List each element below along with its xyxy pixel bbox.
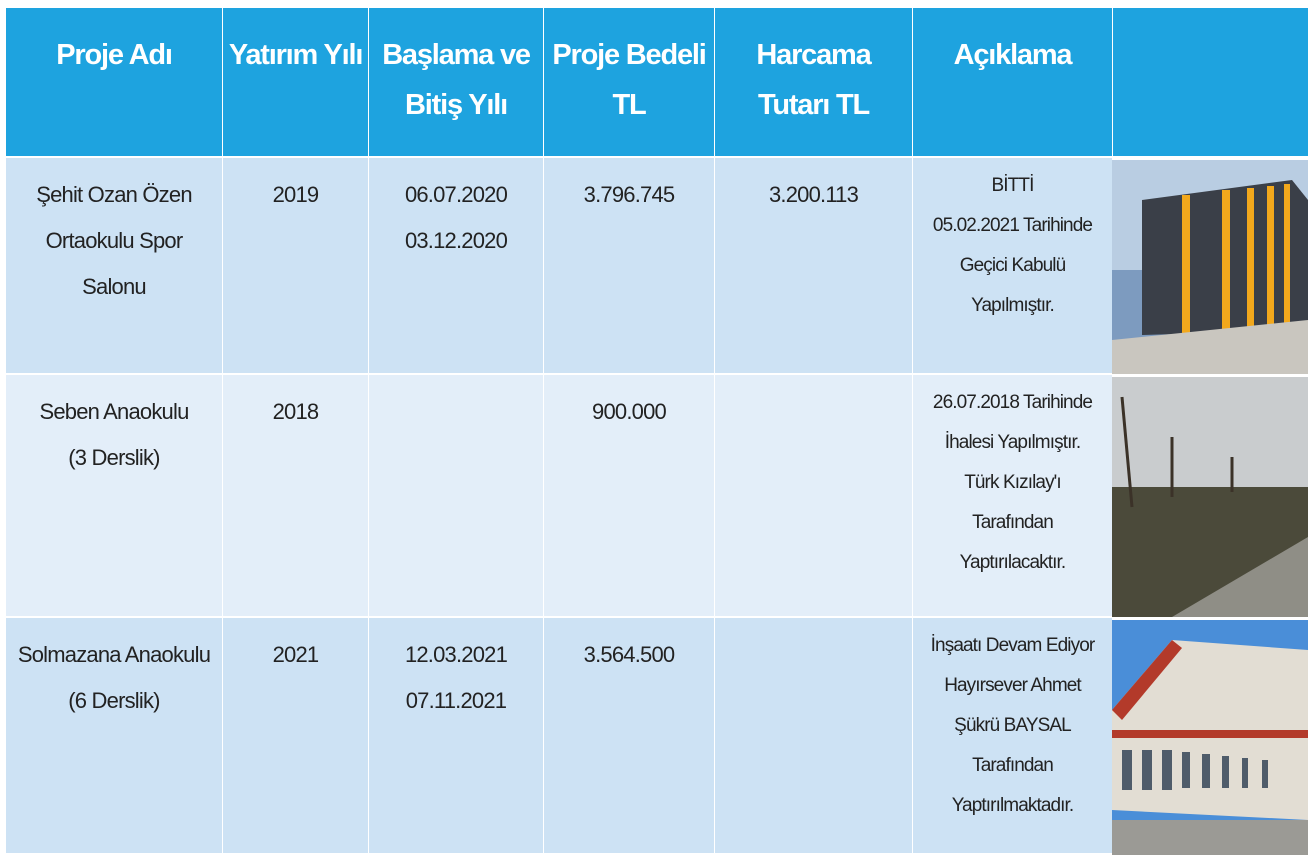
cell-text: 2019 — [272, 182, 320, 207]
body-cell: 3.564.500 — [544, 618, 714, 853]
body-cell: BİTTİ 05.02.2021 Tarihinde Geçici Kabulü Ya… — [913, 158, 1112, 373]
cell-text: 3.796.745 — [583, 182, 675, 207]
cell-text: Yaptırılacaktır. — [959, 552, 1067, 573]
cell-text: 05.02.2021 Tarihinde — [932, 215, 1093, 236]
cell-text: (3 Derslik) — [68, 445, 160, 470]
cell-text: Proje Adı — [56, 39, 173, 71]
cell-text: 3.564.500 — [583, 642, 675, 667]
cell-text: Türk Kızılay'ı — [964, 472, 1062, 493]
photo-kindergarten-site — [1112, 377, 1308, 617]
body-cell: 2019 — [223, 158, 368, 373]
body-cell: Seben Anaokulu (3 Derslik) — [6, 375, 222, 616]
cell-text: 900.000 — [592, 399, 667, 424]
cell-text: TL — [612, 89, 646, 121]
cell-text: İhalesi Yapılmıştır. — [944, 432, 1081, 453]
body-cell: 26.07.2018 Tarihinde İhalesi Yapılmıştır.… — [913, 375, 1112, 616]
body-cell: Şehit Ozan Özen Ortaokulu Spor Salonu — [6, 158, 222, 373]
cell-text: BİTTİ — [991, 175, 1035, 196]
photo-sports-hall — [1112, 160, 1308, 374]
cell-text: 26.07.2018 Tarihinde — [932, 392, 1093, 413]
cell-text: Şükrü BAYSAL — [954, 715, 1072, 736]
body-cell — [369, 375, 543, 616]
header-cell: Proje Bedeli TL — [544, 8, 714, 156]
cell-text: Tarafından — [972, 512, 1054, 533]
cell-text: Bitiş Yılı — [405, 89, 508, 121]
cell-text: Yatırım Yılı — [228, 39, 364, 71]
cell-text: Tarafından — [972, 755, 1054, 776]
header-cell: Başlama ve Bitiş Yılı — [369, 8, 543, 156]
cell-text: İnşaatı Devam Ediyor — [930, 635, 1096, 656]
body-cell: 2018 — [223, 375, 368, 616]
cell-text: (6 Derslik) — [68, 688, 160, 713]
body-cell: 900.000 — [544, 375, 714, 616]
cell-text: Tutarı TL — [757, 89, 870, 121]
cell-text: Ortaokulu Spor — [45, 228, 184, 253]
cell-text: Geçici Kabulü — [959, 255, 1066, 276]
body-cell: 3.796.745 — [544, 158, 714, 373]
body-cell: 06.07.2020 03.12.2020 — [369, 158, 543, 373]
body-cell: 2021 — [223, 618, 368, 853]
body-cell: 3.200.113 — [715, 158, 912, 373]
header-cell: Yatırım Yılı — [223, 8, 368, 156]
cell-text: 2021 — [272, 642, 320, 667]
cell-text: 12.03.2021 — [404, 642, 508, 667]
cell-text: Harcama — [756, 39, 871, 71]
cell-text: 2018 — [272, 399, 320, 424]
body-cell — [715, 618, 912, 853]
header-cell: Proje Adı — [6, 8, 222, 156]
cell-text: Seben Anaokulu — [39, 399, 189, 424]
cell-text: Yaptırılmaktadır. — [951, 795, 1075, 816]
body-cell: 12.03.2021 07.11.2021 — [369, 618, 543, 853]
header-cell — [1113, 8, 1308, 156]
cell-text: Şehit Ozan Özen — [36, 182, 192, 207]
body-cell: İnşaatı Devam Ediyor Hayırsever Ahmet Şükr… — [913, 618, 1112, 853]
cell-text: Yapılmıştır. — [971, 295, 1055, 316]
header-cell: Açıklama — [913, 8, 1112, 156]
header-cell: Harcama Tutarı TL — [715, 8, 912, 156]
cell-text: Başlama ve — [382, 39, 531, 71]
cell-text: Hayırsever Ahmet — [944, 675, 1082, 696]
cell-text: 03.12.2020 — [404, 228, 508, 253]
cell-text: Salonu — [82, 274, 147, 299]
body-cell: Solmazana Anaokulu (6 Derslik) — [6, 618, 222, 853]
cell-text: 3.200.113 — [768, 182, 859, 207]
cell-text: Proje Bedeli — [552, 39, 706, 71]
cell-text: Açıklama — [953, 39, 1073, 71]
cell-text: Solmazana Anaokulu — [17, 642, 211, 667]
cell-text: 06.07.2020 — [404, 182, 508, 207]
body-cell — [715, 375, 912, 616]
cell-text: 07.11.2021 — [405, 688, 507, 713]
photo-kindergarten-building — [1112, 620, 1308, 855]
